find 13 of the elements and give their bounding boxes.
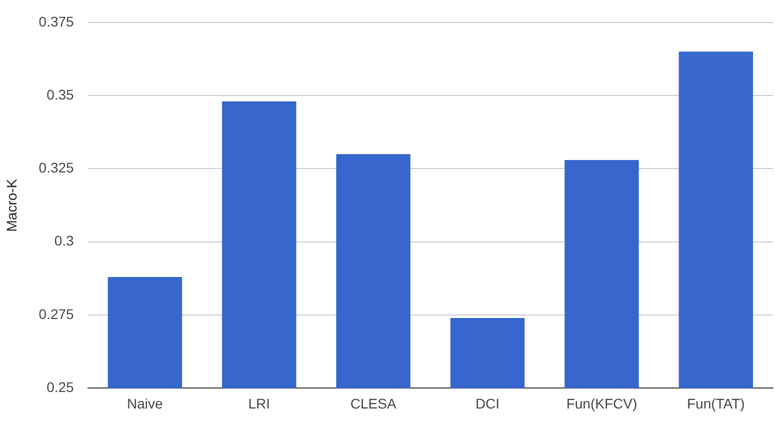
x-tick-label: Fun(TAT) [686,395,745,412]
x-tick-label: Naive [127,395,164,412]
x-tick-label: DCI [475,395,500,412]
x-tick-label: LRI [248,395,270,412]
x-tick-label: CLESA [350,395,397,412]
y-tick-label: 0.375 [38,13,74,30]
y-tick-label: 0.325 [38,160,74,176]
y-tick-label: 0.35 [46,86,74,102]
x-tick-label: Fun(KFCV) [566,395,638,412]
y-tick-label: 0.25 [46,379,74,396]
y-tick-label: 0.275 [38,306,74,322]
y-axis-title: Macro-K [3,178,20,232]
y-tick-label: 0.3 [54,232,74,249]
